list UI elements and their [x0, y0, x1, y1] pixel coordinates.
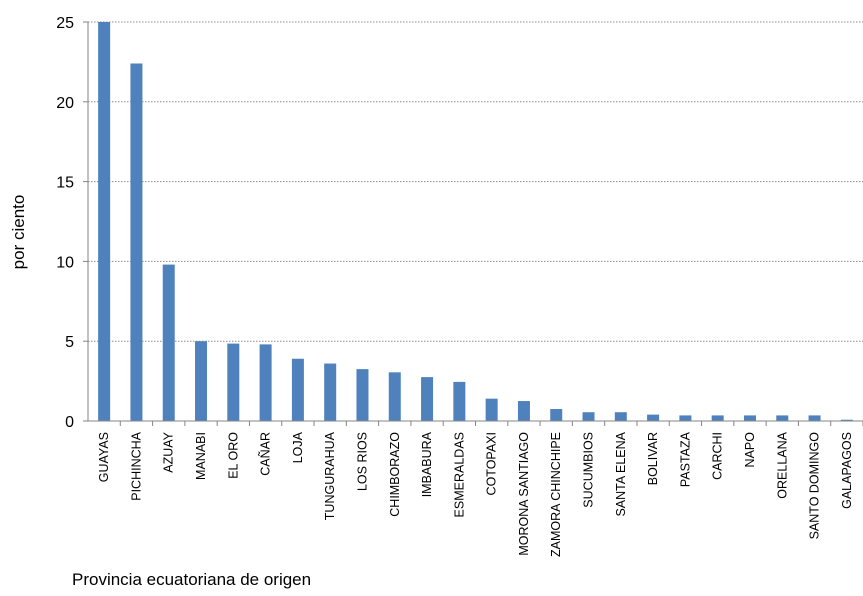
bar [776, 415, 789, 421]
x-tick-label: BOLIVAR [646, 432, 660, 485]
x-tick-label: SANTA ELENA [614, 431, 628, 516]
x-tick-label: ZAMORA CHINCHIPE [549, 432, 563, 557]
y-axis-title: por ciento [9, 195, 28, 270]
x-tick-label: PICHINCHA [129, 431, 143, 500]
x-tick-label: AZUAY [162, 431, 176, 472]
bars [98, 22, 853, 421]
bar [840, 419, 853, 421]
bar [647, 414, 660, 421]
bar [614, 412, 627, 421]
x-tick-label: CHIMBORAZO [388, 432, 402, 517]
bar [291, 358, 304, 421]
x-tick-label: IMBABURA [420, 431, 434, 497]
x-tick-label: GUAYAS [97, 432, 111, 482]
x-tick-label: LOS RIOS [355, 432, 369, 491]
x-tick-label: LOJA [291, 431, 305, 463]
y-tick-label: 25 [56, 15, 74, 32]
x-tick-label: CAÑAR [259, 432, 273, 476]
bar [743, 415, 756, 421]
bar [711, 415, 724, 421]
x-tick-label: SUCUMBIOS [582, 432, 596, 508]
bar [485, 398, 498, 421]
x-tick-labels: GUAYAS PICHINCHA AZUAY MANABI EL ORO CAÑAR LOJ… [97, 431, 854, 557]
x-axis-title: Provincia ecuatoriana de origen [72, 570, 311, 589]
x-tick-label: MORONA SANTIAGO [517, 432, 531, 556]
bar [808, 415, 821, 421]
bar [259, 344, 272, 421]
x-tick-label: ORELLANA [775, 431, 789, 498]
bar [679, 415, 692, 421]
y-tick-label: 0 [65, 414, 74, 431]
y-tick-labels: 0 5 10 15 20 25 [56, 15, 74, 431]
bar [130, 63, 143, 421]
x-tick-label: NAPO [743, 432, 757, 468]
y-tick-label: 15 [56, 175, 74, 192]
bar [550, 409, 563, 421]
y-tick-label: 5 [65, 334, 74, 351]
bar [453, 381, 466, 421]
x-tick-label: COTOPAXI [485, 432, 499, 495]
x-tick-label: MANABI [194, 432, 208, 480]
x-tick-label: SANTO DOMINGO [808, 432, 822, 540]
bar [356, 369, 369, 421]
x-tick-label: EL ORO [226, 432, 240, 479]
y-tick-label: 10 [56, 254, 74, 271]
x-tick-label: ESMERALDAS [452, 432, 466, 517]
bar [98, 22, 111, 421]
y-tick-label: 20 [56, 95, 74, 112]
axes [83, 21, 863, 426]
bar [195, 341, 208, 421]
x-tick-label: GALAPAGOS [840, 432, 854, 509]
bar [582, 412, 595, 421]
x-tick-label: PASTAZA [678, 431, 692, 487]
bar [421, 377, 434, 421]
gridlines [88, 21, 863, 342]
x-tick-label: CARCHI [711, 432, 725, 480]
bar [388, 372, 401, 421]
bar [324, 363, 337, 421]
bar [227, 343, 240, 421]
bar [162, 264, 175, 421]
bar [517, 401, 530, 421]
x-tick-label: TUNGURAHUA [323, 431, 337, 520]
